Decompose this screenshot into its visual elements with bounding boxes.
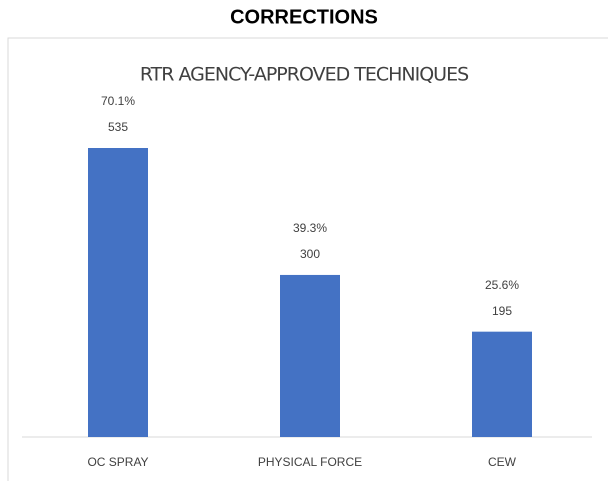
- bar: [472, 331, 532, 437]
- percent-label: 39.3%: [293, 221, 327, 235]
- percent-label: 70.1%: [101, 94, 135, 108]
- bar: [88, 148, 148, 437]
- chart-frame: [7, 37, 608, 481]
- chart-title: RTR AGENCY-APPROVED TECHNIQUES: [140, 64, 468, 86]
- percent-label: 25.6%: [485, 278, 519, 292]
- value-label: 535: [108, 120, 128, 134]
- page-title: CORRECTIONS: [230, 6, 378, 28]
- x-tick-label: PHYSICAL FORCE: [258, 455, 362, 469]
- bar: [280, 274, 340, 437]
- x-tick-label: OC SPRAY: [87, 455, 148, 469]
- value-label: 195: [492, 304, 512, 318]
- x-tick-label: CEW: [488, 455, 517, 469]
- value-label: 300: [300, 247, 320, 261]
